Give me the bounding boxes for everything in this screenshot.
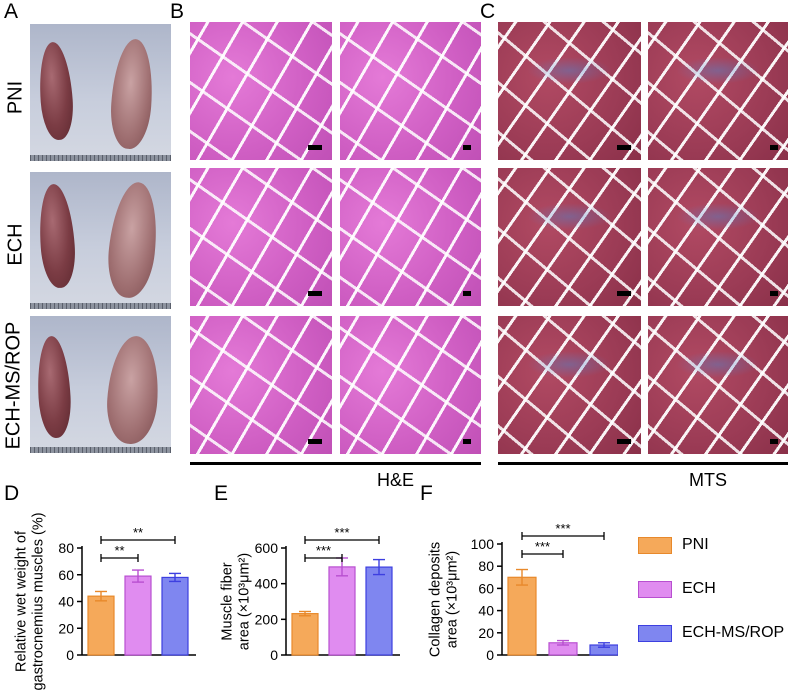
chart-f-ylabel-line: area (×10³μm²) [445, 551, 461, 648]
photo-ech [30, 172, 171, 309]
panel-label-f: F [420, 482, 433, 505]
photo-ech-ms-rop [30, 316, 171, 453]
he-label: H&E [376, 470, 414, 490]
chart-e-ytick-label: 0 [270, 647, 278, 663]
legend-item-ech-ms-rop: ECH-MS/ROP [638, 624, 784, 642]
legend-swatch-pni [638, 536, 672, 554]
mts-image-ech-ms-rop-high [648, 316, 788, 454]
chart-f-ytick-label: 100 [471, 536, 495, 552]
he-image-ech-low [190, 168, 332, 306]
chart-d-ylabel-line: Relative wet weight of [14, 530, 30, 672]
he-image-ech-ms-rop-low [190, 316, 332, 454]
panel-label-a: A [4, 0, 19, 23]
panel-label-b: B [170, 0, 185, 23]
he-image-pni-high [340, 22, 481, 160]
chart-e-bar [365, 566, 393, 656]
chart-d-ytick-label: 0 [66, 647, 74, 663]
mts-underline [498, 462, 788, 465]
legend-label-ech-ms-rop: ECH-MS/ROP [682, 624, 785, 641]
mts-label: MTS [689, 470, 727, 490]
chart-d-sig-label: ** [133, 525, 143, 540]
mts-image-ech-high [648, 168, 788, 306]
chart-e-ytick-label: 400 [255, 576, 279, 592]
chart-e-ytick-label: 600 [255, 540, 279, 556]
legend-label-ech: ECH [682, 580, 716, 597]
he-image-ech-high [340, 168, 481, 306]
chart-f-sig-label: *** [535, 539, 550, 554]
row-label-ech: ECH [4, 223, 27, 266]
chart-d-ylabel-line: gastrocnemius muscles (%) [31, 512, 47, 690]
chart-f-ytick-label: 80 [478, 558, 494, 574]
legend-label-pni: PNI [682, 536, 709, 553]
mts-image-ech-ms-rop-low [498, 316, 641, 454]
chart-f: 0 20 40 60 80 100 Collagen deposits area (×10³μ… [428, 521, 618, 663]
chart-d-bar [87, 595, 115, 656]
legend-item-pni: PNI [638, 536, 709, 554]
chart-d-bar [124, 575, 152, 656]
chart-d-sig-label: ** [114, 543, 124, 558]
chart-d-ytick-label: 40 [58, 594, 74, 610]
mts-image-ech-low [498, 168, 641, 306]
panel-label-c: C [480, 0, 496, 23]
he-underline [190, 462, 481, 465]
chart-d-bar [161, 576, 189, 656]
chart-d-ytick-label: 60 [58, 567, 74, 583]
chart-e-bar [328, 566, 356, 656]
mts-image-pni-high [648, 22, 788, 160]
row-label-ech-ms-rop: ECH-MS/ROP [2, 321, 25, 450]
chart-e-ylabel-line: Muscle fiber [220, 562, 236, 640]
mts-image-pni-low [498, 22, 641, 160]
chart-f-ytick-label: 0 [486, 647, 494, 663]
chart-e: 0 200 400 600 Muscle fiber area (×10³μm²) ****… [220, 525, 400, 663]
legend-swatch-ech [638, 580, 672, 598]
chart-e-ytick-label: 200 [255, 611, 279, 627]
chart-d-ytick-label: 80 [58, 540, 74, 556]
chart-f-ytick-label: 60 [478, 580, 494, 596]
panel-label-d: D [4, 482, 20, 505]
chart-f-ytick-label: 40 [478, 603, 494, 619]
chart-d-ytick-label: 20 [58, 620, 74, 636]
he-image-pni-low [190, 22, 332, 160]
legend-item-ech: ECH [638, 580, 716, 598]
chart-e-bar [291, 613, 319, 656]
chart-f-bar [507, 576, 537, 656]
chart-e-sig-label: *** [334, 525, 349, 540]
chart-f-ylabel-line: Collagen deposits [428, 542, 444, 657]
chart-d: 0 20 40 60 80 Relative wet weight of gastrocne… [14, 512, 196, 691]
photo-pni [30, 24, 171, 161]
chart-f-sig-label: *** [555, 521, 570, 536]
chart-f-ytick-label: 20 [478, 625, 494, 641]
he-image-ech-ms-rop-high [340, 316, 481, 454]
chart-e-sig-label: *** [316, 543, 331, 558]
row-label-pni: PNI [4, 80, 27, 115]
panel-label-e: E [214, 482, 229, 505]
legend-swatch-ech-ms-rop [638, 624, 672, 642]
chart-e-ylabel-line: area (×10³μm²) [237, 553, 253, 650]
